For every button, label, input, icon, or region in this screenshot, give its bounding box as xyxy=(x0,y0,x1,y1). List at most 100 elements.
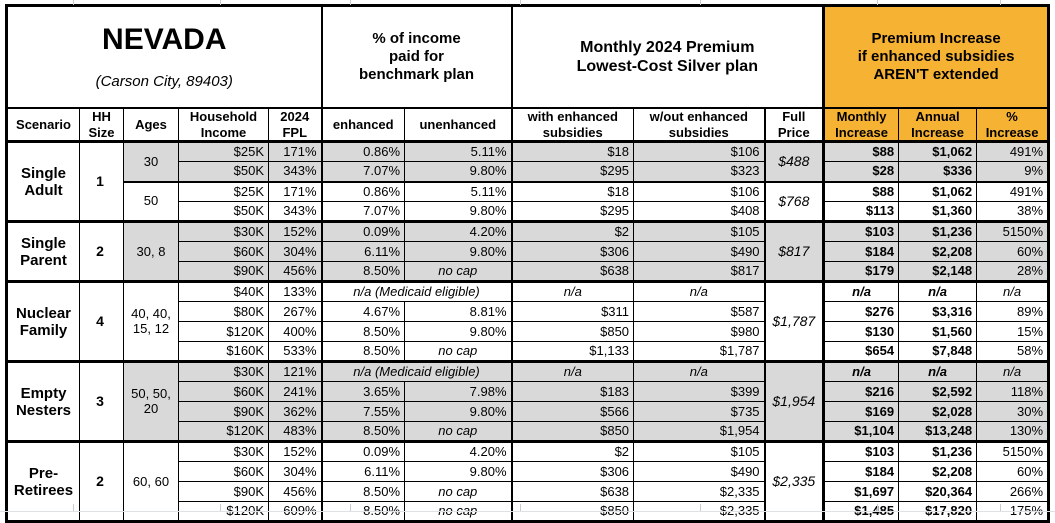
spreadsheet-gridline xyxy=(1000,0,1001,5)
data-cell: $28 xyxy=(822,161,900,183)
scenario-cell: Single Adult xyxy=(6,141,80,223)
table-row: $120K 400% 8.50% 9.80% $850 $980 $130 $1,560 15% xyxy=(7,321,1050,343)
table-row: $90K 456% 8.50% no cap $638 $2,335 $1,697 $20,3… xyxy=(7,481,1050,503)
col-header-enhanced: enhanced xyxy=(320,107,406,144)
data-cell: 533% xyxy=(267,341,323,363)
data-cell: 456% xyxy=(267,481,323,503)
data-cell: 5.11% xyxy=(404,180,513,203)
hh-size-cell: 2 xyxy=(79,220,124,283)
data-cell: $25K xyxy=(178,180,269,203)
data-cell: $1,133 xyxy=(510,341,635,363)
col-header-wout-enhanced-subsidies: w/out enhanced subsidies xyxy=(633,107,766,144)
col-header-with-enhanced-subsidies: with enhanced subsidies xyxy=(510,107,635,144)
data-cell: $295 xyxy=(510,201,635,223)
city-subtitle: (Carson City, 89403) xyxy=(95,73,233,91)
data-cell: $2 xyxy=(510,440,635,463)
data-cell: $735 xyxy=(633,401,766,423)
spreadsheet-gridline xyxy=(700,0,701,5)
data-cell: 60% xyxy=(976,461,1050,483)
data-cell: $18 xyxy=(510,141,635,163)
full-price-cell: $817 xyxy=(763,220,825,283)
data-cell: $336 xyxy=(898,161,978,183)
spreadsheet-gridline xyxy=(1000,504,1001,512)
table-row: Empty Nesters 3 50, 50, 20 $30K 121% n/a (Med… xyxy=(6,360,1050,443)
table-row: $90K 456% 8.50% no cap $638 $817 $179 $2,148 28% xyxy=(7,261,1050,283)
data-cell: $817 xyxy=(633,261,766,283)
state-title-cell: NEVADA (Carson City, 89403) xyxy=(5,4,323,109)
data-cell: no cap xyxy=(404,341,513,363)
data-cell: $2,028 xyxy=(898,401,978,423)
data-cell: $311 xyxy=(510,301,635,323)
col-header-household-income: Household Income xyxy=(178,107,269,144)
banner-premium-increase: Premium Increase if enhanced subsidies A… xyxy=(822,4,1050,109)
data-cell: $30K xyxy=(178,360,269,383)
table-row: $120K 483% 8.50% no cap $850 $1,954 $1,104 $13,… xyxy=(7,421,1050,443)
data-cell: 362% xyxy=(267,401,323,423)
data-cell: $130 xyxy=(822,321,900,343)
data-cell: 5.11% xyxy=(404,141,513,163)
spreadsheet-gridline xyxy=(220,504,221,512)
data-cell: $50K xyxy=(178,161,269,183)
data-cell: $490 xyxy=(633,241,766,263)
ages-cell: 30, 8 xyxy=(123,220,179,283)
data-cell: 89% xyxy=(976,301,1050,323)
data-cell: no cap xyxy=(404,421,513,443)
data-cell: $179 xyxy=(822,261,900,283)
data-cell: $18 xyxy=(510,180,635,203)
data-cell: n/a xyxy=(976,280,1050,303)
data-cell: $980 xyxy=(633,321,766,343)
data-cell: $120K xyxy=(178,321,269,343)
data-cell: $184 xyxy=(822,241,900,263)
data-cell: $90K xyxy=(178,481,269,503)
table-row: Nuclear Family 4 40, 40, 15, 12 $40K 133% n/a… xyxy=(6,280,1050,363)
data-cell: $2,208 xyxy=(898,241,978,263)
data-cell: 4.20% xyxy=(404,440,513,463)
data-cell: 5150% xyxy=(976,440,1050,463)
data-cell: $216 xyxy=(822,381,900,403)
data-cell: 241% xyxy=(267,381,323,403)
data-cell: $30K xyxy=(178,440,269,463)
data-cell: $295 xyxy=(510,161,635,183)
column-header-row: Scenario HH Size Ages Household Income 2024 … xyxy=(6,107,1050,144)
table-row: $50K 343% 7.07% 9.80% $295 $323 $28 $336 9% xyxy=(7,161,1050,183)
banner-row: NEVADA (Carson City, 89403) % of income … xyxy=(5,4,1050,109)
data-cell: $2 xyxy=(510,220,635,243)
data-cell: $1,236 xyxy=(898,220,978,243)
data-cell: 266% xyxy=(976,481,1050,503)
data-cell: n/a xyxy=(976,360,1050,383)
hh-size-cell: 3 xyxy=(79,360,124,443)
data-cell: 5150% xyxy=(976,220,1050,243)
data-cell: n/a xyxy=(898,360,978,383)
data-cell: n/a xyxy=(633,280,766,303)
spreadsheet-gridline xyxy=(220,0,221,5)
data-cell: no cap xyxy=(404,261,513,283)
scenario-cell: Pre-Retirees xyxy=(6,440,80,523)
data-cell: $2,208 xyxy=(898,461,978,483)
data-cell: $638 xyxy=(510,261,635,283)
premium-comparison-table: NEVADA (Carson City, 89403) % of income … xyxy=(5,4,1051,523)
data-cell: 130% xyxy=(976,421,1050,443)
hh-size-cell: 2 xyxy=(79,440,124,523)
data-cell: $106 xyxy=(633,180,766,203)
data-cell: $3,316 xyxy=(898,301,978,323)
data-cell: 491% xyxy=(976,180,1050,203)
scenario-cell: Empty Nesters xyxy=(6,360,80,443)
scenario-cell: Nuclear Family xyxy=(6,280,80,363)
data-cell: 267% xyxy=(267,301,323,323)
data-cell: $184 xyxy=(822,461,900,483)
data-cell: 171% xyxy=(267,141,323,163)
data-cell: 8.81% xyxy=(404,301,513,323)
data-cell: 491% xyxy=(976,141,1050,163)
data-cell: $1,360 xyxy=(898,201,978,223)
data-cell: $850 xyxy=(510,321,635,343)
data-cell: 400% xyxy=(267,321,323,343)
data-cell: $1,560 xyxy=(898,321,978,343)
spreadsheet-gridline xyxy=(350,0,351,5)
hh-size-cell: 4 xyxy=(79,280,124,363)
data-cell: $120K xyxy=(178,421,269,443)
data-cell: $654 xyxy=(822,341,900,363)
data-cell: 152% xyxy=(267,220,323,243)
table-row: $50K 343% 7.07% 9.80% $295 $408 $113 $1,360 38% xyxy=(7,201,1050,223)
table-row: $60K 304% 6.11% 9.80% $306 $490 $184 $2,208 60% xyxy=(7,461,1050,483)
col-header-hh-size: HH Size xyxy=(79,107,124,144)
